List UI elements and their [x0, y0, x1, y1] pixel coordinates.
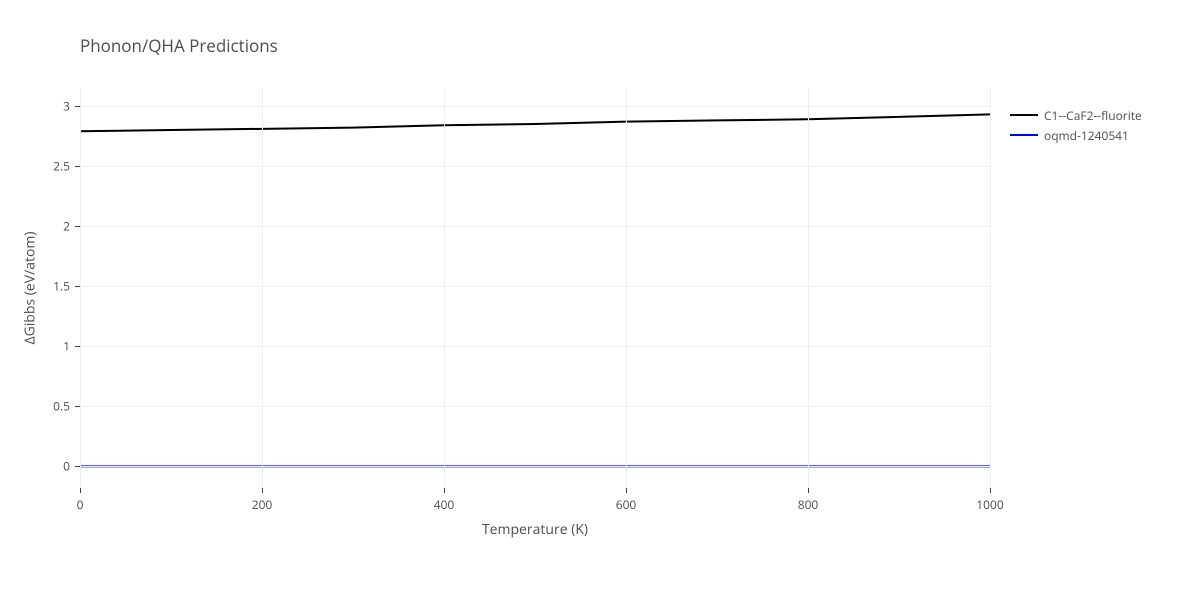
gridline-v	[80, 88, 81, 488]
x-tick	[808, 488, 809, 493]
y-tick	[75, 406, 80, 407]
legend-swatch	[1010, 134, 1038, 136]
y-tick-label: 1.5	[53, 278, 70, 295]
x-tick-label: 600	[616, 496, 637, 513]
gridline-v	[262, 88, 263, 488]
x-tick-label: 1000	[976, 496, 1003, 513]
x-tick-label: 200	[252, 496, 273, 513]
gridline-h	[80, 226, 990, 227]
y-tick-label: 0.5	[53, 398, 70, 415]
legend-label: oqmd-1240541	[1044, 127, 1129, 144]
series-line[interactable]	[80, 114, 990, 131]
y-tick-label: 2	[63, 218, 70, 235]
gridline-h	[80, 406, 990, 407]
x-tick	[444, 488, 445, 493]
legend-item[interactable]: oqmd-1240541	[1010, 125, 1142, 145]
y-tick	[75, 106, 80, 107]
gridline-h	[80, 166, 990, 167]
x-tick	[626, 488, 627, 493]
gridline-v	[444, 88, 445, 488]
y-tick-label: 2.5	[53, 158, 70, 175]
legend-swatch	[1010, 114, 1038, 116]
y-tick	[75, 466, 80, 467]
chart-container: Phonon/QHA Predictions ΔGibbs (eV/atom) …	[0, 0, 1200, 600]
gridline-v	[626, 88, 627, 488]
x-axis-title: Temperature (K)	[482, 520, 588, 539]
x-tick	[262, 488, 263, 493]
x-tick-label: 0	[77, 496, 84, 513]
y-tick	[75, 226, 80, 227]
y-tick-label: 0	[63, 458, 70, 475]
y-tick	[75, 166, 80, 167]
x-tick	[990, 488, 991, 493]
gridline-h	[80, 466, 990, 467]
y-tick	[75, 286, 80, 287]
gridline-h	[80, 286, 990, 287]
y-tick-label: 1	[63, 338, 70, 355]
legend-item[interactable]: C1--CaF2--fluorite	[1010, 105, 1142, 125]
line-layer	[80, 88, 990, 488]
y-tick	[75, 346, 80, 347]
x-tick	[80, 488, 81, 493]
x-tick-label: 400	[434, 496, 455, 513]
y-tick-label: 3	[63, 98, 70, 115]
chart-title: Phonon/QHA Predictions	[80, 34, 278, 57]
gridline-h	[80, 106, 990, 107]
y-axis-title: ΔGibbs (eV/atom)	[21, 231, 40, 344]
gridline-v	[808, 88, 809, 488]
gridline-h	[80, 346, 990, 347]
gridline-v	[990, 88, 991, 488]
x-tick-label: 800	[798, 496, 819, 513]
legend[interactable]: C1--CaF2--fluorite oqmd-1240541	[1010, 105, 1142, 145]
legend-label: C1--CaF2--fluorite	[1044, 107, 1142, 124]
plot-area[interactable]	[80, 88, 990, 488]
